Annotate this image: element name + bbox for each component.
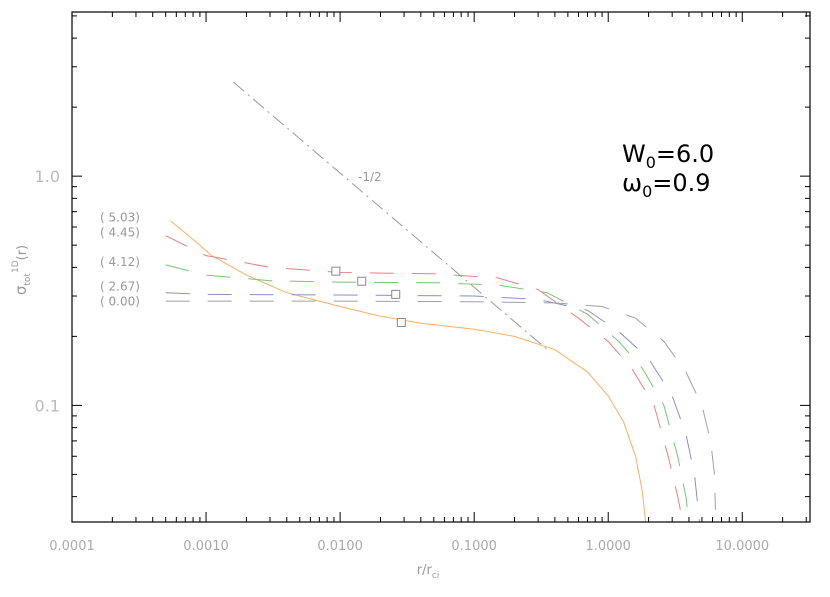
series-label-4: ( 0.00) bbox=[100, 294, 140, 308]
series-layer bbox=[165, 81, 716, 523]
series-marker-0 bbox=[396, 317, 406, 327]
series-line-4 bbox=[165, 300, 716, 510]
x-tick-label: 0.1000 bbox=[451, 539, 497, 554]
x-tick-label: 0.0100 bbox=[317, 539, 363, 554]
series-label-3: ( 2.67) bbox=[100, 279, 140, 293]
series-label-0: ( 5.03) bbox=[100, 211, 140, 225]
series-line-1 bbox=[165, 235, 684, 523]
annotation-w0: W0=6.0 bbox=[622, 140, 714, 172]
series-marker-3 bbox=[391, 289, 401, 299]
series-marker-2 bbox=[357, 276, 367, 286]
ticks-layer bbox=[71, 12, 810, 522]
annotation-omega0: ω0=0.9 bbox=[622, 169, 711, 201]
slope-reference-line bbox=[233, 81, 550, 352]
y-tick-label: 0.1 bbox=[35, 396, 60, 415]
series-label-1: ( 4.45) bbox=[100, 226, 140, 240]
series-marker-1 bbox=[331, 266, 341, 276]
series-line-0 bbox=[169, 220, 647, 523]
series-line-2 bbox=[165, 264, 690, 523]
labels-layer: 0.0001 0.0010 0.0100 0.1000 1.0000 10.0000 0.1… bbox=[35, 167, 770, 554]
x-tick-label: 0.0001 bbox=[49, 539, 95, 554]
x-tick-label: 10.0000 bbox=[715, 539, 769, 554]
series-line-3 bbox=[165, 292, 700, 523]
x-tick-label: 0.0010 bbox=[183, 539, 229, 554]
y-axis-label: σtot1D(r) bbox=[11, 245, 33, 295]
series-label-2: ( 4.12) bbox=[100, 255, 140, 269]
x-tick-label: 1.0000 bbox=[585, 539, 631, 554]
y-tick-label: 1.0 bbox=[35, 167, 60, 186]
x-axis-label: r/rci bbox=[417, 563, 440, 581]
plot-frame bbox=[71, 11, 811, 523]
slope-label: -1/2 bbox=[358, 170, 382, 184]
